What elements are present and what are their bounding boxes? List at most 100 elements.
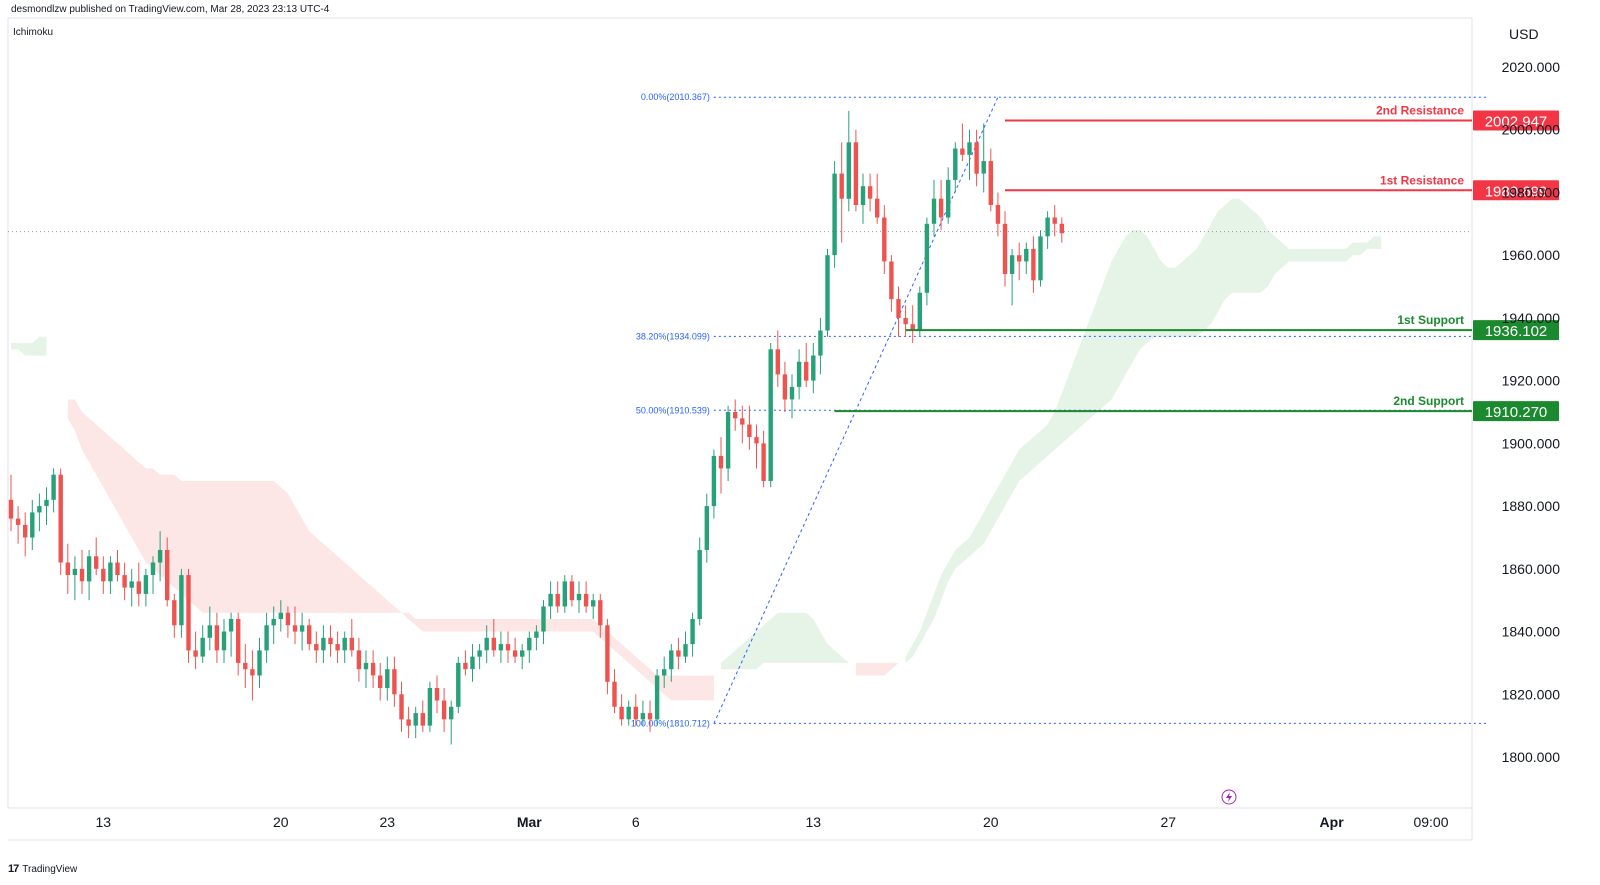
candle-body[interactable]	[761, 443, 766, 481]
candle-body[interactable]	[271, 619, 276, 626]
candle-body[interactable]	[903, 317, 908, 325]
candle-body[interactable]	[186, 575, 191, 651]
candle-body[interactable]	[924, 223, 930, 293]
candle-body[interactable]	[143, 575, 149, 594]
candle-body[interactable]	[846, 142, 851, 199]
candle-body[interactable]	[1045, 217, 1050, 237]
candle-body[interactable]	[598, 600, 603, 626]
candle-body[interactable]	[449, 706, 454, 720]
candle-body[interactable]	[463, 662, 468, 670]
candle-body[interactable]	[165, 550, 170, 601]
candle-body[interactable]	[662, 669, 667, 676]
candle-body[interactable]	[782, 374, 788, 400]
candle-body[interactable]	[527, 637, 532, 651]
candle-body[interactable]	[725, 412, 731, 469]
candle-body[interactable]	[477, 650, 482, 657]
candle-body[interactable]	[718, 455, 724, 469]
candle-body[interactable]	[179, 575, 184, 626]
candle-body[interactable]	[938, 198, 944, 218]
candle-body[interactable]	[520, 650, 525, 657]
candle-body[interactable]	[562, 581, 567, 607]
candle-body[interactable]	[30, 512, 35, 538]
candle-body[interactable]	[796, 361, 802, 387]
candle-body[interactable]	[612, 681, 617, 707]
candle-body[interactable]	[236, 619, 241, 663]
candle-body[interactable]	[711, 455, 717, 507]
candle-body[interactable]	[285, 612, 291, 626]
candle-body[interactable]	[818, 330, 823, 356]
candle-body[interactable]	[321, 637, 326, 651]
candle-body[interactable]	[101, 568, 106, 582]
candle-body[interactable]	[378, 675, 383, 689]
candle-body[interactable]	[413, 713, 418, 726]
candle-body[interactable]	[853, 142, 859, 205]
candle-body[interactable]	[200, 637, 205, 657]
candle-body[interactable]	[8, 499, 14, 519]
candle-body[interactable]	[676, 650, 681, 657]
candle-body[interactable]	[470, 656, 475, 670]
candle-body[interactable]	[392, 669, 397, 695]
candle-body[interactable]	[591, 600, 596, 607]
candle-body[interactable]	[910, 324, 915, 331]
candle-body[interactable]	[754, 437, 759, 444]
candle-body[interactable]	[690, 619, 695, 645]
candle-body[interactable]	[733, 412, 738, 419]
candle-body[interactable]	[811, 355, 816, 381]
candle-body[interactable]	[740, 418, 745, 425]
candle-body[interactable]	[974, 142, 979, 174]
candle-body[interactable]	[633, 706, 638, 720]
candle-body[interactable]	[747, 424, 752, 438]
candle-body[interactable]	[157, 550, 163, 563]
candle-body[interactable]	[619, 706, 624, 720]
candle-body[interactable]	[363, 662, 369, 670]
lightning-marker-icon[interactable]	[1221, 789, 1237, 805]
candle-body[interactable]	[1009, 255, 1015, 274]
candle-body[interactable]	[193, 650, 198, 657]
candle-body[interactable]	[299, 625, 305, 632]
candle-body[interactable]	[15, 518, 21, 525]
candle-body[interactable]	[960, 148, 965, 155]
candle-body[interactable]	[789, 386, 795, 400]
candle-body[interactable]	[441, 700, 447, 720]
candle-body[interactable]	[314, 644, 319, 651]
candle-body[interactable]	[683, 644, 688, 657]
candle-body[interactable]	[172, 600, 177, 626]
candle-body[interactable]	[654, 675, 660, 720]
candle-body[interactable]	[278, 612, 283, 619]
candle-body[interactable]	[832, 173, 837, 256]
candle-body[interactable]	[427, 688, 433, 726]
candle-body[interactable]	[207, 625, 212, 638]
candle-body[interactable]	[804, 361, 809, 381]
candle-body[interactable]	[576, 593, 582, 601]
candle-body[interactable]	[1031, 248, 1036, 281]
indicator-label[interactable]: Ichimoku	[13, 27, 54, 38]
candle-body[interactable]	[72, 568, 78, 576]
candle-body[interactable]	[434, 688, 440, 701]
candle-body[interactable]	[768, 349, 773, 481]
candle-body[interactable]	[1002, 223, 1008, 274]
candle-body[interactable]	[839, 173, 844, 199]
candle-body[interactable]	[583, 593, 589, 607]
candle-body[interactable]	[420, 713, 425, 726]
candle-body[interactable]	[456, 662, 461, 707]
candle-body[interactable]	[79, 568, 85, 582]
candle-body[interactable]	[335, 644, 340, 651]
candle-body[interactable]	[243, 662, 248, 670]
candle-body[interactable]	[257, 650, 262, 676]
candle-body[interactable]	[1052, 217, 1057, 224]
candle-body[interactable]	[988, 161, 993, 205]
candle-body[interactable]	[264, 625, 269, 651]
candle-body[interactable]	[1038, 236, 1043, 281]
candle-body[interactable]	[569, 581, 575, 601]
candle-body[interactable]	[1059, 223, 1064, 234]
candle-body[interactable]	[44, 499, 49, 507]
candle-body[interactable]	[917, 292, 922, 331]
candle-body[interactable]	[1017, 255, 1022, 262]
candle-body[interactable]	[349, 637, 354, 651]
candle-body[interactable]	[896, 299, 901, 318]
candle-body[interactable]	[356, 650, 362, 670]
candle-body[interactable]	[889, 261, 894, 300]
candle-body[interactable]	[505, 644, 511, 651]
candle-body[interactable]	[406, 719, 411, 726]
candle-body[interactable]	[640, 713, 646, 720]
